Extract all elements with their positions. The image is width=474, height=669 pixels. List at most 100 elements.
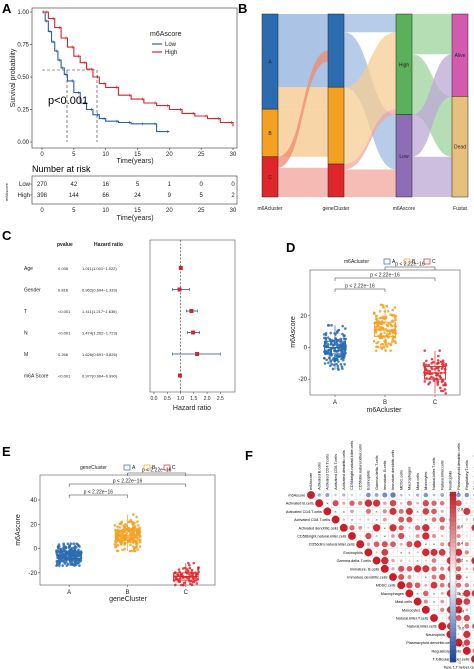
forest-xtick-label: 1.5 [190, 396, 197, 402]
data-point [423, 349, 427, 352]
heatmap-nonsig: × [384, 525, 387, 530]
heatmap-circle [455, 500, 462, 507]
colorbar-tick-label: -0.2 [458, 592, 466, 597]
data-point [120, 542, 123, 546]
xtick-label: A [67, 590, 71, 596]
heatmap-circle [422, 500, 429, 507]
survival-xtick-label: 20 [166, 152, 173, 158]
heatmap-circle [455, 573, 462, 581]
heatmap-circle [349, 500, 355, 506]
heatmap-circle [315, 499, 324, 508]
heatmap-row-label: Monocytes [402, 608, 420, 612]
survival-frame [31, 7, 238, 149]
data-point [344, 327, 347, 330]
heatmap-circle [381, 548, 389, 556]
heatmap-circle [464, 542, 469, 547]
sankey-flow [278, 167, 328, 197]
legend-label: A [392, 259, 396, 265]
heatmap-circle [439, 582, 445, 588]
sankey-axis-label: m6Ascore [393, 206, 416, 212]
heatmap-circle [456, 542, 461, 547]
heatmap-circle [471, 655, 474, 663]
data-point [430, 367, 434, 371]
heatmap-circle [364, 548, 373, 557]
data-point [130, 520, 133, 524]
colorbar-tick-label: -0.6 [458, 626, 466, 631]
heatmap-cell [470, 589, 474, 598]
risk-value: 2 [231, 193, 235, 199]
survival-ytick-label: 0.50 [17, 75, 29, 81]
heatmap-circle [439, 516, 446, 523]
heatmap-nonsig: × [466, 558, 469, 563]
heatmap-circle [431, 574, 437, 580]
colorbar-step [450, 530, 456, 535]
heatmap-circle [358, 525, 363, 530]
data-point [437, 354, 440, 358]
data-point [340, 357, 343, 361]
risk-value: 5 [199, 193, 203, 199]
heatmap-circle [422, 565, 430, 573]
heatmap-circle [431, 566, 437, 572]
data-point [190, 568, 194, 572]
heatmap-circle [413, 597, 422, 606]
data-point [391, 330, 395, 333]
heatmap-circle [422, 532, 430, 540]
sankey-flow [344, 169, 396, 197]
heatmap-circle [416, 501, 419, 505]
heatmap-col-label: Activated B.cells [317, 462, 321, 490]
heatmap-circle [463, 598, 471, 605]
data-point [176, 573, 179, 577]
forest-xtick-label: 0.5 [164, 396, 171, 402]
heatmap-circle [463, 630, 471, 639]
xtick-label: A [333, 400, 337, 406]
data-point [66, 542, 70, 546]
data-point [75, 554, 78, 558]
heatmap-nonsig: × [326, 501, 329, 506]
colorbar-step [450, 585, 456, 591]
data-point [135, 515, 138, 519]
comparison-label: p < 2.22e−16 [84, 490, 114, 496]
data-point [116, 537, 119, 541]
data-point [441, 359, 445, 362]
heatmap-nonsig: × [433, 542, 436, 547]
data-point [69, 551, 72, 554]
colorbar-step [450, 496, 456, 501]
risk-value: 66 [102, 193, 109, 199]
data-point [59, 547, 63, 551]
legend-swatch [423, 258, 431, 265]
heatmap-row-label: Regulatory.T.cells [432, 649, 462, 653]
data-point [69, 542, 73, 546]
data-point [187, 577, 191, 581]
heatmap-circle [382, 509, 387, 514]
heatmap-nonsig: × [416, 558, 419, 563]
heatmap-circle [421, 605, 430, 614]
heatmap-circle [349, 525, 355, 531]
heatmap-circle [375, 551, 378, 554]
risk-value: 0 [199, 182, 203, 188]
data-point [121, 532, 124, 536]
heatmap-circle [431, 533, 437, 539]
heatmap-circle [365, 532, 372, 540]
risk-value: 16 [102, 182, 109, 188]
data-point [343, 334, 346, 337]
forest-row-label: Gender [24, 288, 41, 294]
heatmap-circle [465, 535, 468, 537]
survival-pvalue: p<0.001 [48, 95, 88, 107]
data-point [188, 566, 192, 570]
heatmap-circle [415, 493, 420, 497]
forest-row-pvalue: <0.001 [58, 331, 71, 336]
heatmap-circle [431, 558, 437, 563]
heatmap-circle [416, 551, 419, 554]
legend-high-label: High [165, 50, 177, 56]
heatmap-row-label: CD56dim.natural.killer.cells [309, 543, 355, 547]
colorbar-step [450, 560, 456, 565]
heatmap-row-label: Activated CD8.T.cells [294, 518, 330, 522]
heatmap-cell [470, 523, 474, 533]
data-point [174, 576, 178, 580]
data-point [61, 559, 65, 563]
data-point [382, 345, 385, 349]
data-point [127, 526, 131, 530]
forest-xtick-label: 0.0 [151, 396, 158, 402]
heatmap-row-label: Activated B.cells [286, 502, 314, 506]
heatmap-col-label: Regulatory.T.cells [465, 460, 469, 490]
